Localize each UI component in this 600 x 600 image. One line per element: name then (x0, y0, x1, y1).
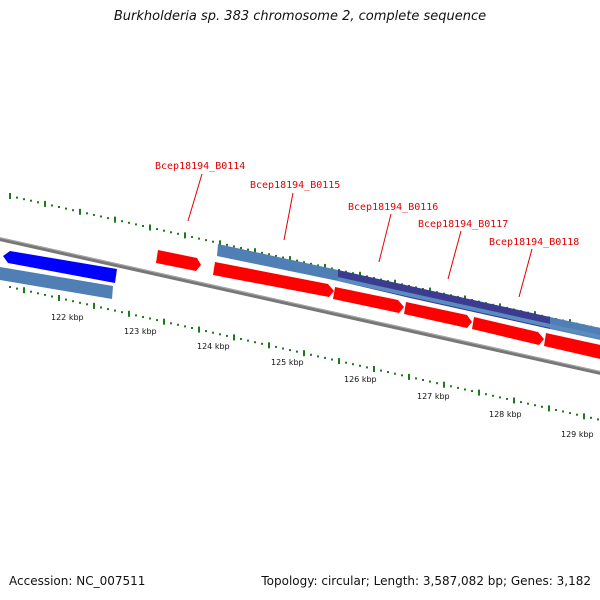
accession-text: Accession: NC_007511 (9, 574, 146, 588)
gene-label-b0118: Bcep18194_B0118 (489, 237, 579, 248)
scale-label-124: 124 kbp (197, 342, 230, 351)
forward-cds-b0116[interactable] (333, 287, 404, 313)
leader-line-b0116 (378, 213, 392, 263)
map-title: Burkholderia sp. 383 chromosome 2, compl… (113, 9, 487, 24)
gene-bar-mid-band (338, 277, 600, 339)
backbone-highlight (0, 237, 600, 372)
inner-dotted-scale (9, 286, 599, 421)
forward-cds-b0118[interactable] (472, 317, 544, 345)
scale-label-128: 128 kbp (489, 410, 522, 419)
gene-label-b0117: Bcep18194_B0117 (418, 219, 508, 230)
chromosome-backbone (0, 237, 600, 375)
gene-label-b0116: Bcep18194_B0116 (348, 202, 438, 213)
gene-bar-b0115[interactable] (217, 244, 338, 281)
scale-label-123: 123 kbp (124, 327, 157, 336)
gene-label-b0115: Bcep18194_B0115 (250, 180, 340, 191)
leader-line-b0117 (447, 230, 462, 280)
scale-label-125: 125 kbp (271, 358, 304, 367)
scale-label-127: 127 kbp (417, 392, 450, 401)
leader-line-b0115 (283, 192, 294, 241)
forward-cds-b0119[interactable] (544, 333, 600, 360)
genome-summary-text: Topology: circular; Length: 3,587,082 bp… (261, 574, 591, 588)
scale-label-122: 122 kbp (51, 313, 84, 322)
reverse-gene-bar[interactable] (0, 267, 113, 299)
leader-line-b0114 (187, 173, 203, 222)
scale-label-126: 126 kbp (344, 375, 377, 384)
reverse-cds-arrow[interactable] (3, 251, 117, 283)
gene-label-b0114: Bcep18194_B0114 (155, 161, 245, 172)
leader-line-b0118 (518, 248, 533, 298)
scale-label-129: 129 kbp (561, 430, 594, 439)
forward-cds-b0114[interactable] (156, 250, 201, 271)
forward-cds-b0115[interactable] (213, 262, 334, 297)
forward-cds-b0117[interactable] (404, 302, 472, 328)
